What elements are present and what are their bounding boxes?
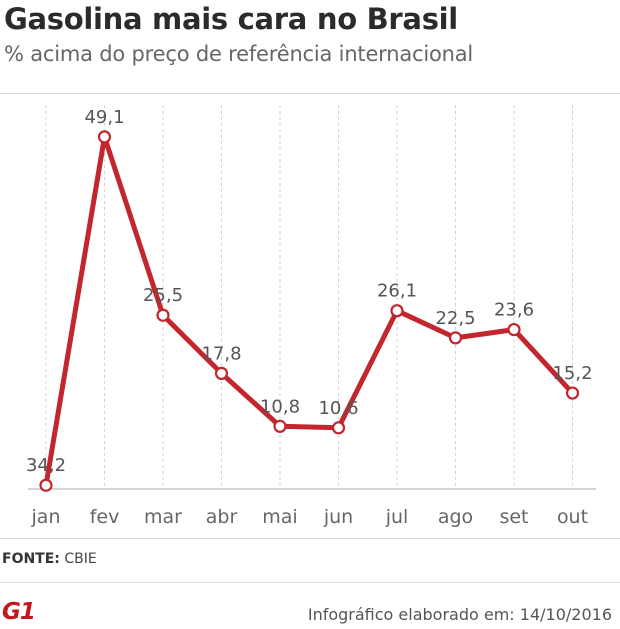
line-chart: 34,2 49,1 25,5 17,8 10,8 10,6 26,1 22,5 23,6 15,2… <box>26 105 596 528</box>
x-tick-jul: jul <box>385 506 409 528</box>
data-label-mar: 25,5 <box>143 285 183 306</box>
source-note: FONTE: CBIE <box>2 551 97 567</box>
data-label-set: 23,6 <box>494 300 534 321</box>
points-layer <box>39 130 580 492</box>
data-labels-layer: 34,2 49,1 25,5 17,8 10,8 10,6 26,1 22,5 23,6 15,2 <box>26 107 593 476</box>
data-label-jun: 10,6 <box>318 398 358 419</box>
x-tick-mai: mai <box>262 506 297 528</box>
data-point-out <box>565 386 580 400</box>
data-label-ago: 22,5 <box>435 308 475 329</box>
source-label: FONTE: <box>2 551 60 567</box>
x-tick-jun: jun <box>323 506 353 528</box>
x-tick-abr: abr <box>206 506 238 528</box>
x-tick-set: set <box>499 506 528 528</box>
data-point-set <box>507 322 521 337</box>
x-tick-jan: jan <box>31 506 61 528</box>
data-label-mai: 10,8 <box>260 396 300 417</box>
data-label-fev: 49,1 <box>84 107 124 128</box>
series-line <box>43 134 575 488</box>
data-point-ago <box>448 331 463 345</box>
x-tick-ago: ago <box>438 506 473 528</box>
source-value: CBIE <box>64 551 97 567</box>
data-point-jan <box>39 478 53 492</box>
infographic-credit: Infográfico elaborado em: 14/10/2016 <box>307 605 612 624</box>
header-divider <box>0 93 620 94</box>
footer-divider <box>0 582 620 583</box>
grid-layer <box>45 105 573 489</box>
data-point-jun <box>331 421 346 435</box>
data-point-mar <box>156 308 170 322</box>
x-tick-mar: mar <box>144 506 182 528</box>
x-ticks-layer: jan fev mar abr mai jun jul ago set out <box>31 506 589 528</box>
chart-title: Gasolina mais cara no Brasil <box>4 2 458 36</box>
data-label-out: 15,2 <box>552 363 592 384</box>
x-tick-fev: fev <box>90 506 120 528</box>
chart-bottom-divider <box>0 538 620 539</box>
data-label-jul: 26,1 <box>377 281 417 302</box>
data-point-abr <box>214 366 229 380</box>
data-point-fev <box>97 130 112 144</box>
data-point-jul <box>390 304 404 318</box>
data-label-abr: 17,8 <box>201 343 241 364</box>
chart-subtitle: % acima do preço de referência internaci… <box>4 42 474 66</box>
data-label-jan: 34,2 <box>26 455 66 476</box>
g1-logo: G1 <box>2 599 36 625</box>
series-layer <box>43 134 575 488</box>
data-point-mai <box>273 419 287 433</box>
x-tick-out: out <box>557 506 588 528</box>
